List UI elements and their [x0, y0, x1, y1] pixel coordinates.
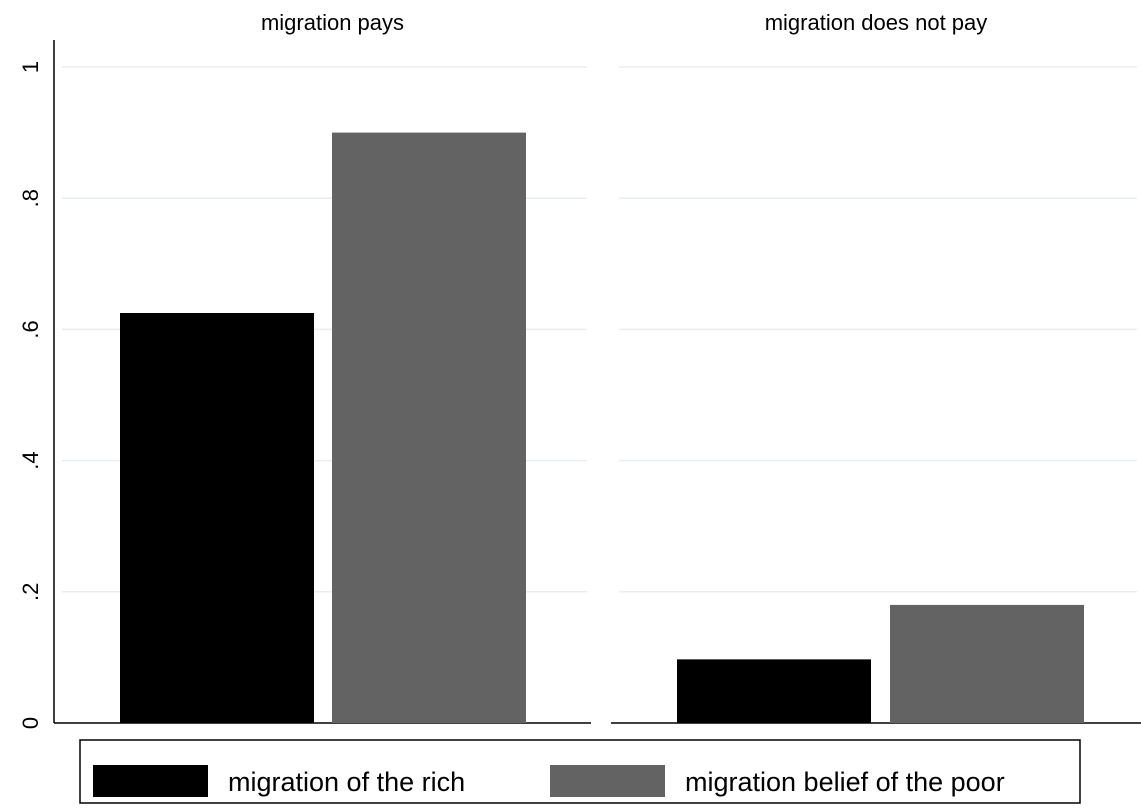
bar-migration-of-the-rich: [120, 313, 314, 723]
y-tick-label: .6: [18, 320, 43, 338]
y-axis: 0 .2 .4 .6 .8 1: [18, 40, 55, 729]
bar-migration-of-the-rich: [677, 659, 871, 723]
legend-swatch-poor: [550, 765, 665, 797]
legend: migration of the rich migration belief o…: [79, 739, 1081, 804]
y-tick-label: 0: [18, 717, 43, 729]
y-tick-label: 1: [18, 61, 43, 73]
legend-swatch-rich: [93, 765, 208, 797]
panel-migration-pays: migration pays: [54, 10, 591, 724]
legend-label-poor: migration belief of the poor: [685, 767, 1005, 797]
panel-migration-does-not-pay: migration does not pay: [611, 10, 1141, 724]
y-tick-label: .8: [18, 189, 43, 207]
legend-label-rich: migration of the rich: [228, 767, 465, 797]
bar-migration-belief-of-the-poor: [890, 604, 1084, 723]
y-tick-label: .2: [18, 583, 43, 601]
bar-migration-belief-of-the-poor: [332, 132, 526, 724]
panel-title: migration pays: [261, 10, 404, 35]
y-tick-label: .4: [18, 451, 43, 469]
panel-title: migration does not pay: [765, 10, 988, 35]
